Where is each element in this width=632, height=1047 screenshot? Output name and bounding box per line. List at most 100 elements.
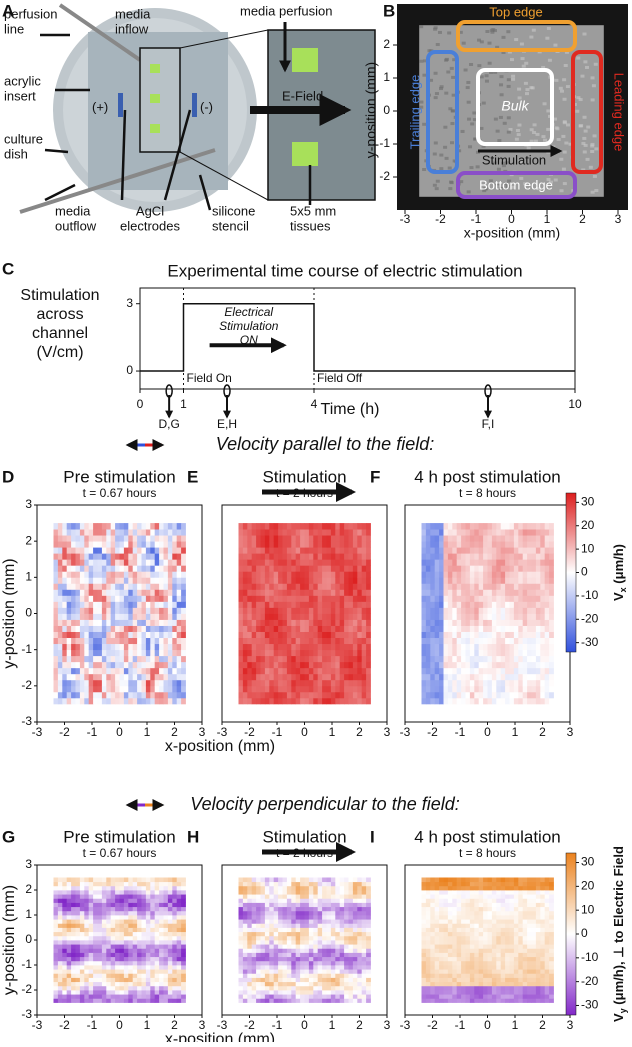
tissue-texture <box>447 31 451 34</box>
velocity-cell <box>256 919 261 924</box>
velocity-cell <box>483 644 488 650</box>
velocity-cell <box>309 662 314 668</box>
velocity-cell <box>269 541 274 547</box>
velocity-cell <box>483 656 488 662</box>
velocity-cell <box>278 965 283 970</box>
velocity-cell <box>247 650 252 656</box>
velocity-cell <box>80 553 85 559</box>
velocity-cell <box>536 523 541 529</box>
velocity-cell <box>54 907 59 912</box>
velocity-cell <box>305 626 310 632</box>
velocity-cell <box>322 523 327 529</box>
velocity-cell <box>89 620 94 626</box>
velocity-cell <box>549 644 554 650</box>
velocity-cell <box>344 903 349 908</box>
velocity-cell <box>291 668 296 674</box>
velocity-cell <box>439 601 444 607</box>
velocity-cell <box>261 553 266 559</box>
velocity-cell <box>146 547 151 553</box>
velocity-cell <box>274 882 279 887</box>
velocity-cell <box>172 674 177 680</box>
velocity-cell <box>172 898 177 903</box>
velocity-cell <box>357 535 362 541</box>
velocity-cell <box>474 595 479 601</box>
velocity-cell <box>58 936 63 941</box>
velocity-cell <box>496 668 501 674</box>
velocity-cell <box>426 650 431 656</box>
velocity-cell <box>120 644 125 650</box>
velocity-cell <box>474 692 479 698</box>
velocity-cell <box>488 559 493 565</box>
velocity-cell <box>470 583 475 589</box>
velocity-cell <box>247 936 252 941</box>
velocity-cell <box>488 698 493 704</box>
velocity-cell <box>545 523 550 529</box>
tissue-texture <box>507 116 511 119</box>
velocity-cell <box>514 686 519 692</box>
velocity-cell <box>357 911 362 916</box>
velocity-cell <box>128 698 133 704</box>
velocity-cell <box>98 948 103 953</box>
velocity-cell <box>518 668 523 674</box>
velocity-cell <box>435 601 440 607</box>
velocity-cell <box>155 638 160 644</box>
velocity-cell <box>518 620 523 626</box>
velocity-cell <box>252 957 257 962</box>
velocity-cell <box>318 894 323 899</box>
velocity-cell <box>164 919 169 924</box>
velocity-cell <box>67 553 72 559</box>
velocity-cell <box>84 577 89 583</box>
tissue-texture <box>517 88 521 91</box>
velocity-cell <box>168 650 173 656</box>
velocity-cell <box>71 692 76 698</box>
y-tick-label: 2 <box>25 882 32 896</box>
velocity-cell <box>256 894 261 899</box>
velocity-cell <box>115 620 120 626</box>
velocity-cell <box>510 541 515 547</box>
velocity-cell <box>111 936 116 941</box>
velocity-cell <box>265 998 270 1003</box>
velocity-cell <box>362 903 367 908</box>
velocity-cell <box>177 565 182 571</box>
velocity-cell <box>150 638 155 644</box>
velocity-cell <box>474 547 479 553</box>
velocity-cell <box>98 953 103 958</box>
velocity-cell <box>340 907 345 912</box>
tissue-texture <box>529 86 533 89</box>
velocity-cell <box>283 589 288 595</box>
velocity-cell <box>168 886 173 891</box>
velocity-cell <box>309 932 314 937</box>
velocity-cell <box>155 990 160 995</box>
velocity-cell <box>545 650 550 656</box>
velocity-cell <box>71 886 76 891</box>
velocity-cell <box>181 978 186 983</box>
velocity-cell <box>177 990 182 995</box>
tissue-texture <box>564 64 568 67</box>
velocity-cell <box>518 674 523 680</box>
velocity-cell <box>146 911 151 916</box>
velocity-cell <box>269 878 274 883</box>
velocity-cell <box>335 553 340 559</box>
tissue-texture <box>462 42 466 45</box>
velocity-cell <box>300 692 305 698</box>
velocity-cell <box>353 923 358 928</box>
velocity-cell <box>318 626 323 632</box>
velocity-cell <box>265 928 270 933</box>
x-tick-label: 2 <box>356 725 363 739</box>
velocity-cell <box>150 928 155 933</box>
velocity-cell <box>331 915 336 920</box>
tissue-texture <box>576 57 580 60</box>
label: Trailing edge <box>407 75 422 150</box>
velocity-cell <box>159 662 164 668</box>
velocity-cell <box>422 583 427 589</box>
velocity-cell <box>300 903 305 908</box>
velocity-cell <box>510 668 515 674</box>
velocity-cell <box>457 523 462 529</box>
velocity-cell <box>287 969 292 974</box>
velocity-cell <box>362 589 367 595</box>
velocity-cell <box>366 982 371 987</box>
velocity-cell <box>505 680 510 686</box>
velocity-cell <box>98 994 103 999</box>
velocity-cell <box>80 903 85 908</box>
velocity-cell <box>89 969 94 974</box>
